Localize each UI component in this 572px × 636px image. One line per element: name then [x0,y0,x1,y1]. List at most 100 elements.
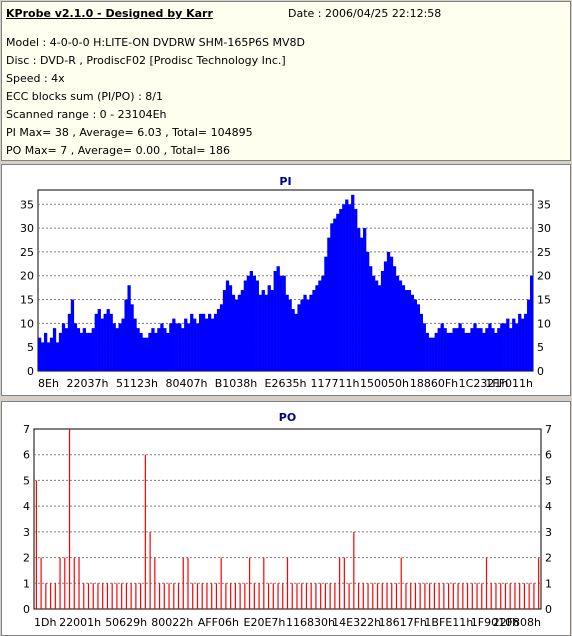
pi-bar [142,337,146,371]
y-tick-label-right: 0 [537,365,544,378]
pi-bar [363,228,367,371]
pi-bar [225,280,230,371]
pi-bar [49,337,54,371]
pi-bar [252,275,256,371]
pi-bar [401,285,406,371]
pi-bar [368,266,373,371]
pi-bar [374,280,379,371]
pi-bar [249,270,253,371]
pi-bar [354,209,358,371]
pi-bar [202,313,206,371]
y-tick-label-left: 2 [23,552,30,565]
pi-bar [497,328,501,371]
pi-bar [494,332,498,371]
pi-bar [425,332,429,371]
pi-bar [470,328,474,371]
y-tick-label-right: 3 [545,526,552,539]
pi-bar [380,270,385,371]
y-tick-label-right: 2 [545,552,552,565]
pi-bar [148,332,152,371]
pi-bar [521,318,525,371]
pi-bar [237,294,242,371]
pi-bar [258,294,262,371]
pi-bar [339,209,343,371]
pi-bar [342,204,346,371]
x-tick-label: 8Eh [38,377,59,390]
pi-bar [133,318,137,371]
y-tick-label-right: 4 [545,500,552,513]
x-tick-label: 1Dh [34,616,56,629]
pi-bar [306,299,310,371]
pi-bar [509,328,513,371]
pi-bar [246,275,251,371]
pi-bar [437,328,441,371]
pi-bar [73,323,78,371]
pi-bar [407,290,412,371]
pi-bar [112,323,116,371]
pi-bar [371,275,376,371]
pi-bar [127,285,131,371]
pi-bar [124,299,128,371]
pi-bar [327,237,331,371]
pi-bar [243,280,248,371]
pi-bar [398,280,403,371]
y-tick-label-right: 0 [545,603,552,616]
pi-bar [76,328,81,371]
x-tick-label: 117711h [311,377,360,390]
pi-bar [288,299,292,371]
pi-bar [279,275,283,371]
disc-type: Disc : DVD-R , ProdiscF02 [Prodisc Techn… [6,54,286,67]
pi-bar [386,251,391,371]
drive-model: Model : 4-0-0-0 H:LITE-ON DVDRW SHM-165P… [6,36,305,49]
y-tick-label-left: 0 [23,603,30,616]
pi-bar [491,328,495,371]
pi-bar [452,328,456,371]
pi-bar [82,328,87,371]
pi-bar [55,342,60,371]
y-tick-label-left: 20 [20,270,34,283]
pi-bar [348,204,352,371]
pi-bar [219,304,224,371]
y-tick-label-left: 0 [27,365,34,378]
pi-bar [100,318,104,371]
x-tick-label: B1038h [215,377,258,390]
pi-bar [503,323,507,371]
pi-bar [282,275,286,371]
pi-bar [222,290,227,371]
pi-bar [512,318,516,371]
pi-bar [121,318,125,371]
pi-bar [70,299,75,371]
pi-chart: PI 0 0 5 5 10 10 15 15 20 20 25 25 30 30 35 35 8Eh 22037h 5… [20,175,551,390]
pi-bar [431,337,435,371]
pi-bar [264,294,268,371]
pi-bar [524,313,528,371]
pi-bar [345,199,349,371]
pi-bar [333,218,337,371]
po-chart-panel: PO 0 0 1 1 2 2 3 3 4 4 5 5 6 6 7 7 1Dh 22001h 50629h 80022h A… [1,401,571,636]
y-tick-label-right: 6 [545,449,552,462]
y-tick-label-left: 4 [23,500,30,513]
pi-bar [130,304,134,371]
scan-date: Date : 2006/04/25 22:12:58 [288,7,442,20]
pi-bar [210,318,215,371]
x-tick-label: 50629h [105,616,147,629]
pi-bar [94,313,98,371]
pi-bar [330,223,334,371]
pi-bar [416,304,420,371]
pi-bar [455,328,459,371]
x-tick-label: 51123h [116,377,158,390]
pi-bar [175,323,179,371]
pi-bar [261,290,265,371]
y-tick-label-left: 25 [20,246,34,259]
pi-bar [383,261,388,371]
x-tick-label: 18860Fh [410,377,458,390]
y-tick-label-right: 15 [537,294,551,307]
y-tick-label-left: 1 [23,577,30,590]
pi-bar [527,299,531,371]
info-panel: KProbe v2.1.0 - Designed by Karr Date : … [1,1,571,161]
scan-speed: Speed : 4x [6,72,65,85]
x-tick-label: E20E7h [244,616,286,629]
pi-bar [482,332,486,371]
x-tick-label: 22001h [59,616,101,629]
pi-bar [52,328,57,371]
